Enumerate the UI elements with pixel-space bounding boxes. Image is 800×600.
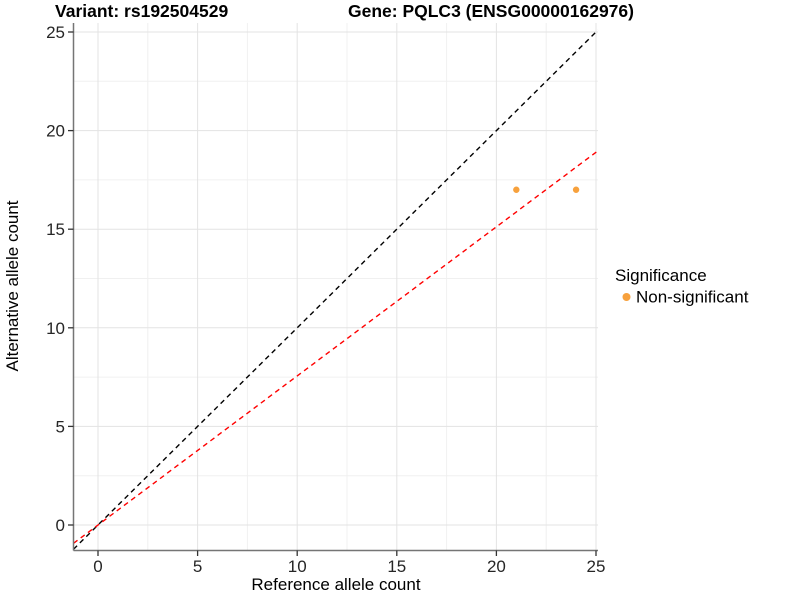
y-tick-label: 10: [46, 319, 65, 338]
x-tick-label: 20: [487, 557, 506, 576]
y-tick-label: 15: [46, 220, 65, 239]
legend-title: Significance: [615, 266, 707, 285]
identity-line: [73, 29, 599, 550]
legend-item-label: Non-significant: [636, 288, 749, 307]
legend-key-dot: [622, 293, 631, 301]
x-tick-label: 15: [387, 557, 406, 576]
y-tick-label: 0: [56, 516, 65, 535]
reference-lines: [73, 29, 599, 550]
data-points: [513, 186, 580, 193]
x-tick-label: 5: [193, 557, 202, 576]
y-axis-title: Alternative allele count: [3, 200, 22, 371]
axis-lines: [72, 23, 598, 552]
y-tick-label: 25: [46, 23, 65, 42]
x-tick-label: 10: [288, 557, 307, 576]
legend: Significance Non-significant: [615, 266, 749, 307]
plot-title-gene: Gene: PQLC3 (ENSG00000162976): [348, 1, 634, 21]
tick-labels: 0 5 10 15 20 25 0 5 10 15 20 25: [46, 23, 605, 576]
y-tick-label: 20: [46, 122, 65, 141]
y-tick-label: 5: [56, 417, 65, 436]
data-point: [513, 186, 520, 193]
tick-marks: [68, 31, 597, 556]
allelic-ratio-line: [73, 150, 599, 544]
data-point: [572, 186, 580, 193]
x-axis-title: Reference allele count: [251, 575, 420, 594]
major-gridlines: [73, 23, 598, 551]
x-tick-label: 25: [587, 557, 606, 576]
plot-title-variant: Variant: rs192504529: [55, 1, 228, 21]
minor-gridlines: [73, 23, 598, 551]
x-tick-label: 0: [93, 557, 102, 576]
